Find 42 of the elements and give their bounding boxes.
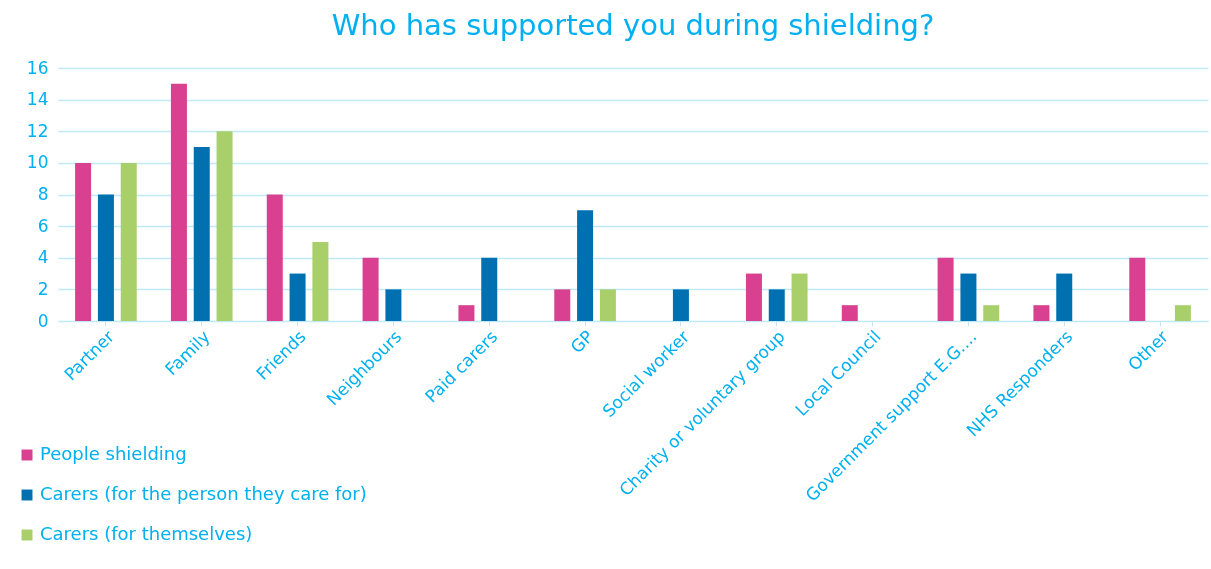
bar [841,305,858,321]
bar [312,241,329,321]
y-tick-label: 12 [26,120,49,141]
y-tick-label: 16 [26,57,49,78]
bar [193,147,210,321]
bar [216,131,233,321]
bar [937,257,954,321]
y-tick-label: 14 [26,89,49,110]
bar [554,289,571,321]
y-tick-label: 2 [37,278,49,299]
bar [599,289,616,321]
bar [97,194,114,321]
bar [481,257,498,321]
chart-title: Who has supported you during shielding? [331,8,935,42]
bar [1056,273,1073,321]
bar [385,289,402,321]
bar [362,257,379,321]
bar [768,289,785,321]
bar [960,273,977,321]
bar [577,210,594,321]
bar [1033,305,1050,321]
legend-label: People shielding [40,443,187,464]
bar [672,289,689,321]
bar [266,194,283,321]
y-tick-label: 6 [37,215,49,236]
bar [1129,257,1146,321]
bar [170,83,187,321]
bar [1174,305,1191,321]
bar [745,273,762,321]
bar [791,273,808,321]
bar [120,162,137,321]
x-tick-label: GP [566,326,598,358]
legend-label: Carers (for themselves) [40,523,253,544]
y-tick-label: 4 [37,247,49,268]
bar [983,305,1000,321]
legend-label: Carers (for the person they care for) [40,483,367,504]
y-tick-label: 0 [37,310,49,331]
bar [458,305,475,321]
y-tick-label: 10 [26,152,49,173]
bar [75,162,92,321]
y-tick-label: 8 [37,184,49,204]
bar [289,273,306,321]
